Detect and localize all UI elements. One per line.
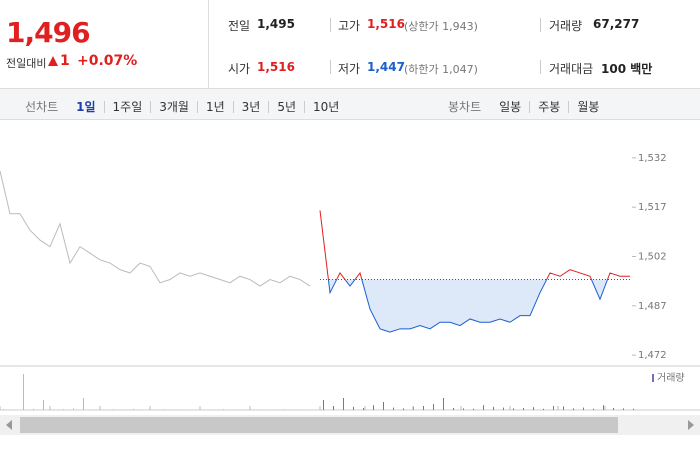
volume-bar <box>383 402 384 410</box>
volume-bar <box>43 400 44 410</box>
divider <box>330 60 331 74</box>
volume-bar <box>553 406 554 410</box>
y-tick-label: 1,517 <box>638 202 667 213</box>
volume-bar <box>113 409 114 410</box>
y-tick-label: 1,502 <box>638 252 667 263</box>
scroll-right[interactable] <box>688 420 694 430</box>
period-tab[interactable]: 3년 <box>232 101 269 113</box>
volume-bar <box>633 408 634 410</box>
stat-note: (하한가 1,047) <box>404 63 478 76</box>
stat-note: (상한가 1,943) <box>404 20 478 33</box>
stat-label: 저가 <box>338 62 361 76</box>
volume-bar <box>623 408 624 410</box>
volume-bar <box>73 408 74 410</box>
volume-bar <box>483 405 484 410</box>
stat-value: 1,495 <box>257 17 295 31</box>
candle-tab[interactable]: 일봉 <box>499 100 522 114</box>
period-tab[interactable]: 10년 <box>304 101 347 113</box>
y-tick-label: 1,487 <box>638 301 667 312</box>
volume-bar <box>573 408 574 410</box>
volume-bar <box>83 398 84 410</box>
volume-bar <box>353 406 354 410</box>
area-fill <box>320 279 630 333</box>
stat-value: 1,447 <box>367 60 405 74</box>
volume-bar <box>423 406 424 410</box>
volume-bar <box>533 407 534 410</box>
volume-bar <box>563 406 564 410</box>
volume-bar <box>593 408 594 410</box>
volume-bar <box>503 407 504 410</box>
candle-tab[interactable]: 월봉 <box>568 101 607 113</box>
volume-bar <box>133 408 134 410</box>
line <box>319 210 630 280</box>
volume-bar <box>163 409 164 410</box>
volume-bar <box>523 408 524 410</box>
volume-bar <box>393 407 394 410</box>
volume-bar <box>583 407 584 410</box>
period-tab[interactable]: 5년 <box>268 101 304 113</box>
stat-value: 1,516 <box>367 17 405 31</box>
volume-bar <box>323 400 324 410</box>
tab-group-label: 봉차트 <box>448 100 482 114</box>
volume-bar <box>343 398 344 410</box>
stat-label: 시가 <box>228 62 251 76</box>
y-tick-label: 1,532 <box>638 153 667 164</box>
stat-value: 1,516 <box>257 60 295 74</box>
period-tab[interactable]: 1일 <box>76 100 96 114</box>
volume-bar <box>463 408 464 410</box>
volume-bar <box>433 404 434 410</box>
scroll-thumb[interactable] <box>20 417 618 433</box>
volume-bar <box>33 408 34 410</box>
stat-label: 고가 <box>338 19 361 33</box>
volume-bar <box>283 409 284 410</box>
volume-bar <box>613 408 614 410</box>
volume-bar <box>403 408 404 410</box>
stat-label: 전일 <box>228 19 251 33</box>
volume-bar <box>363 408 364 410</box>
period-tab[interactable]: 1주일 <box>103 101 151 113</box>
volume-bar <box>603 405 604 410</box>
price: 1,496 <box>6 16 91 49</box>
period-tab[interactable]: 1년 <box>196 101 233 113</box>
up-arrow <box>48 56 58 66</box>
volume-bar <box>333 406 334 410</box>
period-tab[interactable]: 3개월 <box>150 101 197 113</box>
stat-label: 거래량 <box>549 19 583 33</box>
change-label: 전일대비 <box>6 57 47 70</box>
volume-legend-swatch <box>652 374 654 382</box>
volume-bar <box>453 408 454 410</box>
tab-group-label: 선차트 <box>25 100 59 114</box>
volume-legend: 거래량 <box>657 372 685 384</box>
tab-bar: 선차트 1일 1주일 3개월 1년 3년 5년 10년 봉차트 일봉 주봉 월봉 <box>0 88 700 120</box>
stat-label: 거래대금 <box>549 62 594 76</box>
volume-bar <box>493 406 494 410</box>
change: 1 <box>60 53 70 69</box>
volume-bar <box>543 408 544 410</box>
volume-bar <box>373 405 374 410</box>
volume-bar <box>23 374 24 410</box>
volume-bar <box>3 409 4 410</box>
line-tabs: 선차트 1일 1주일 3개월 1년 3년 5년 10년 <box>25 98 347 115</box>
candle-tabs: 봉차트 일봉 주봉 월봉 <box>448 98 607 115</box>
divider <box>330 18 331 32</box>
volume-bar <box>63 409 64 410</box>
volume-bar <box>513 408 514 410</box>
volume-bar <box>443 398 444 410</box>
divider <box>208 0 209 88</box>
scroll-left[interactable] <box>6 420 12 430</box>
divider <box>540 18 541 32</box>
stat-value: 67,277 <box>593 17 640 31</box>
candle-tab[interactable]: 주봉 <box>529 101 568 113</box>
volume-bar <box>473 408 474 410</box>
divider <box>540 60 541 74</box>
chart: 거래량 1,532 1,517 1,502 1,487 1,472 <box>0 153 700 435</box>
line <box>0 170 311 287</box>
y-tick-label: 1,472 <box>638 350 667 361</box>
volume-bar <box>223 409 224 410</box>
stat-value: 100 백만 <box>601 62 653 76</box>
change-pct: +0.07% <box>77 53 138 69</box>
line <box>327 279 609 333</box>
